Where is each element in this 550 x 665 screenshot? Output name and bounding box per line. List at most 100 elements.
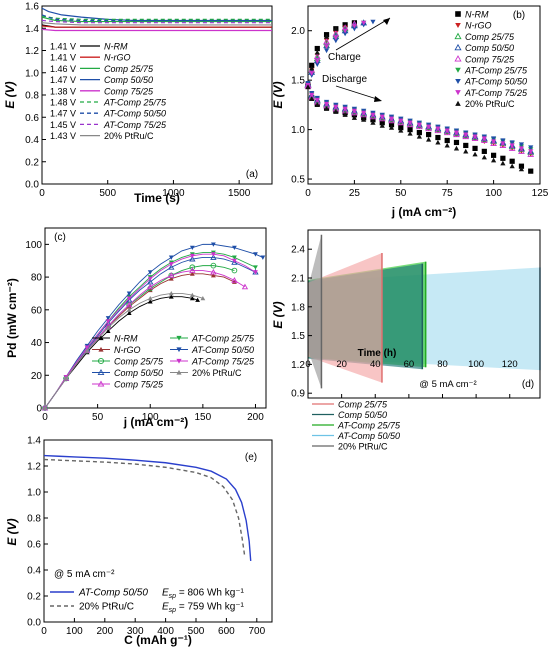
panel-c: 0 50 100 150 200 0 20 40 60 80 100 N-RMN-rGO Comp 25… bbox=[5, 227, 267, 429]
legend-marker bbox=[176, 358, 182, 364]
panel-label: (c) bbox=[54, 232, 66, 243]
data-point bbox=[189, 253, 195, 259]
legend-label: Comp 75/25 bbox=[114, 380, 164, 390]
panel-b: 0 25 50 75 100 125 0.5 1.0 1.5 2.0 Charge Discharge… bbox=[271, 5, 549, 219]
data-point bbox=[425, 124, 433, 131]
legend-marker bbox=[98, 346, 104, 352]
data-point bbox=[415, 122, 423, 129]
data-point bbox=[472, 145, 478, 151]
legend-marker bbox=[455, 67, 461, 73]
data-point bbox=[388, 122, 395, 128]
data-point bbox=[444, 128, 450, 134]
x-tick-label: 700 bbox=[248, 626, 265, 637]
y-tick-label: 1.2 bbox=[291, 360, 305, 371]
x-tick-label: 600 bbox=[218, 626, 235, 637]
y-tick-label: 0.6 bbox=[27, 540, 41, 551]
data-point bbox=[463, 142, 469, 149]
esp-value: = 759 Wh kg⁻¹ bbox=[176, 602, 244, 613]
legend-marker bbox=[176, 369, 182, 375]
legend-label: Comp 25/75 bbox=[104, 64, 154, 74]
data-point bbox=[480, 135, 488, 143]
data-point bbox=[333, 35, 339, 41]
x-tick-label: 100 bbox=[468, 359, 484, 370]
data-point bbox=[509, 140, 515, 146]
data-point bbox=[435, 139, 441, 145]
legend-label: AT-Comp 25/75 bbox=[464, 66, 528, 76]
y-tick-label: 0.5 bbox=[291, 175, 305, 186]
data-point bbox=[323, 48, 330, 54]
data-point bbox=[453, 131, 460, 138]
legend-label: Comp 50/50 bbox=[465, 43, 514, 53]
data-point bbox=[84, 345, 90, 350]
panel-label: (d) bbox=[522, 379, 534, 390]
data-point bbox=[370, 117, 376, 123]
legend-marker bbox=[455, 90, 461, 96]
data-point bbox=[189, 255, 196, 262]
data-point bbox=[463, 148, 469, 154]
series-line-at-comp-50-50 bbox=[41, 14, 272, 22]
data-point bbox=[434, 127, 442, 134]
data-point bbox=[528, 145, 534, 151]
data-point bbox=[406, 121, 414, 128]
data-point bbox=[309, 65, 315, 71]
data-point bbox=[435, 134, 441, 141]
y-axis-label: Pd (mW cm⁻²) bbox=[5, 278, 19, 358]
data-point bbox=[314, 62, 320, 67]
data-point bbox=[323, 44, 330, 50]
data-point bbox=[147, 276, 153, 282]
legend-label: AT-Comp 50/50 bbox=[103, 109, 166, 119]
data-point bbox=[500, 160, 506, 166]
data-point bbox=[342, 28, 348, 34]
data-point bbox=[232, 279, 237, 284]
x-tick-label: 60 bbox=[404, 359, 415, 370]
data-point bbox=[168, 276, 174, 281]
y-tick-label: 0.4 bbox=[25, 135, 39, 146]
data-point bbox=[518, 166, 525, 172]
data-point bbox=[253, 265, 258, 270]
data-point bbox=[388, 117, 395, 124]
data-point bbox=[491, 136, 497, 142]
y-tick-label: 1.0 bbox=[27, 488, 41, 499]
legend-marker bbox=[97, 357, 105, 365]
data-point bbox=[527, 148, 535, 155]
data-point bbox=[499, 141, 507, 148]
data-point bbox=[370, 120, 376, 125]
x-tick-label: 500 bbox=[188, 626, 205, 637]
x-tick-label: 0 bbox=[41, 626, 47, 637]
legend-label: AT-Comp 25/75 bbox=[337, 421, 401, 431]
data-point bbox=[314, 102, 320, 107]
plot-frame bbox=[41, 5, 273, 185]
series-line bbox=[44, 293, 203, 409]
esp-symbol: E bbox=[162, 602, 169, 613]
data-point bbox=[231, 267, 238, 274]
data-point bbox=[416, 129, 422, 136]
legend-label: N-RM bbox=[104, 42, 128, 52]
data-point bbox=[168, 262, 174, 267]
data-point bbox=[463, 132, 469, 138]
charge-arrow bbox=[335, 17, 391, 51]
data-point bbox=[351, 115, 357, 120]
data-point bbox=[480, 136, 488, 144]
series-line bbox=[44, 243, 264, 409]
data-point bbox=[509, 163, 515, 169]
y-tick-label: 0.4 bbox=[27, 566, 41, 577]
data-point bbox=[232, 258, 237, 264]
legend-value: 1.47 V bbox=[50, 75, 76, 85]
plot-frame bbox=[43, 439, 273, 623]
data-point bbox=[508, 142, 516, 149]
data-point bbox=[210, 268, 217, 275]
legend-label: 20% PtRu/C bbox=[79, 602, 134, 613]
data-point bbox=[472, 151, 478, 157]
data-point bbox=[351, 26, 357, 32]
data-point bbox=[462, 133, 470, 140]
data-point bbox=[398, 118, 404, 124]
data-point bbox=[314, 97, 320, 103]
data-point bbox=[369, 112, 377, 119]
series-line-20-ptru-c bbox=[41, 22, 272, 26]
data-point bbox=[105, 328, 111, 334]
series-line bbox=[43, 458, 246, 556]
x-tick-label: 100 bbox=[485, 188, 502, 199]
